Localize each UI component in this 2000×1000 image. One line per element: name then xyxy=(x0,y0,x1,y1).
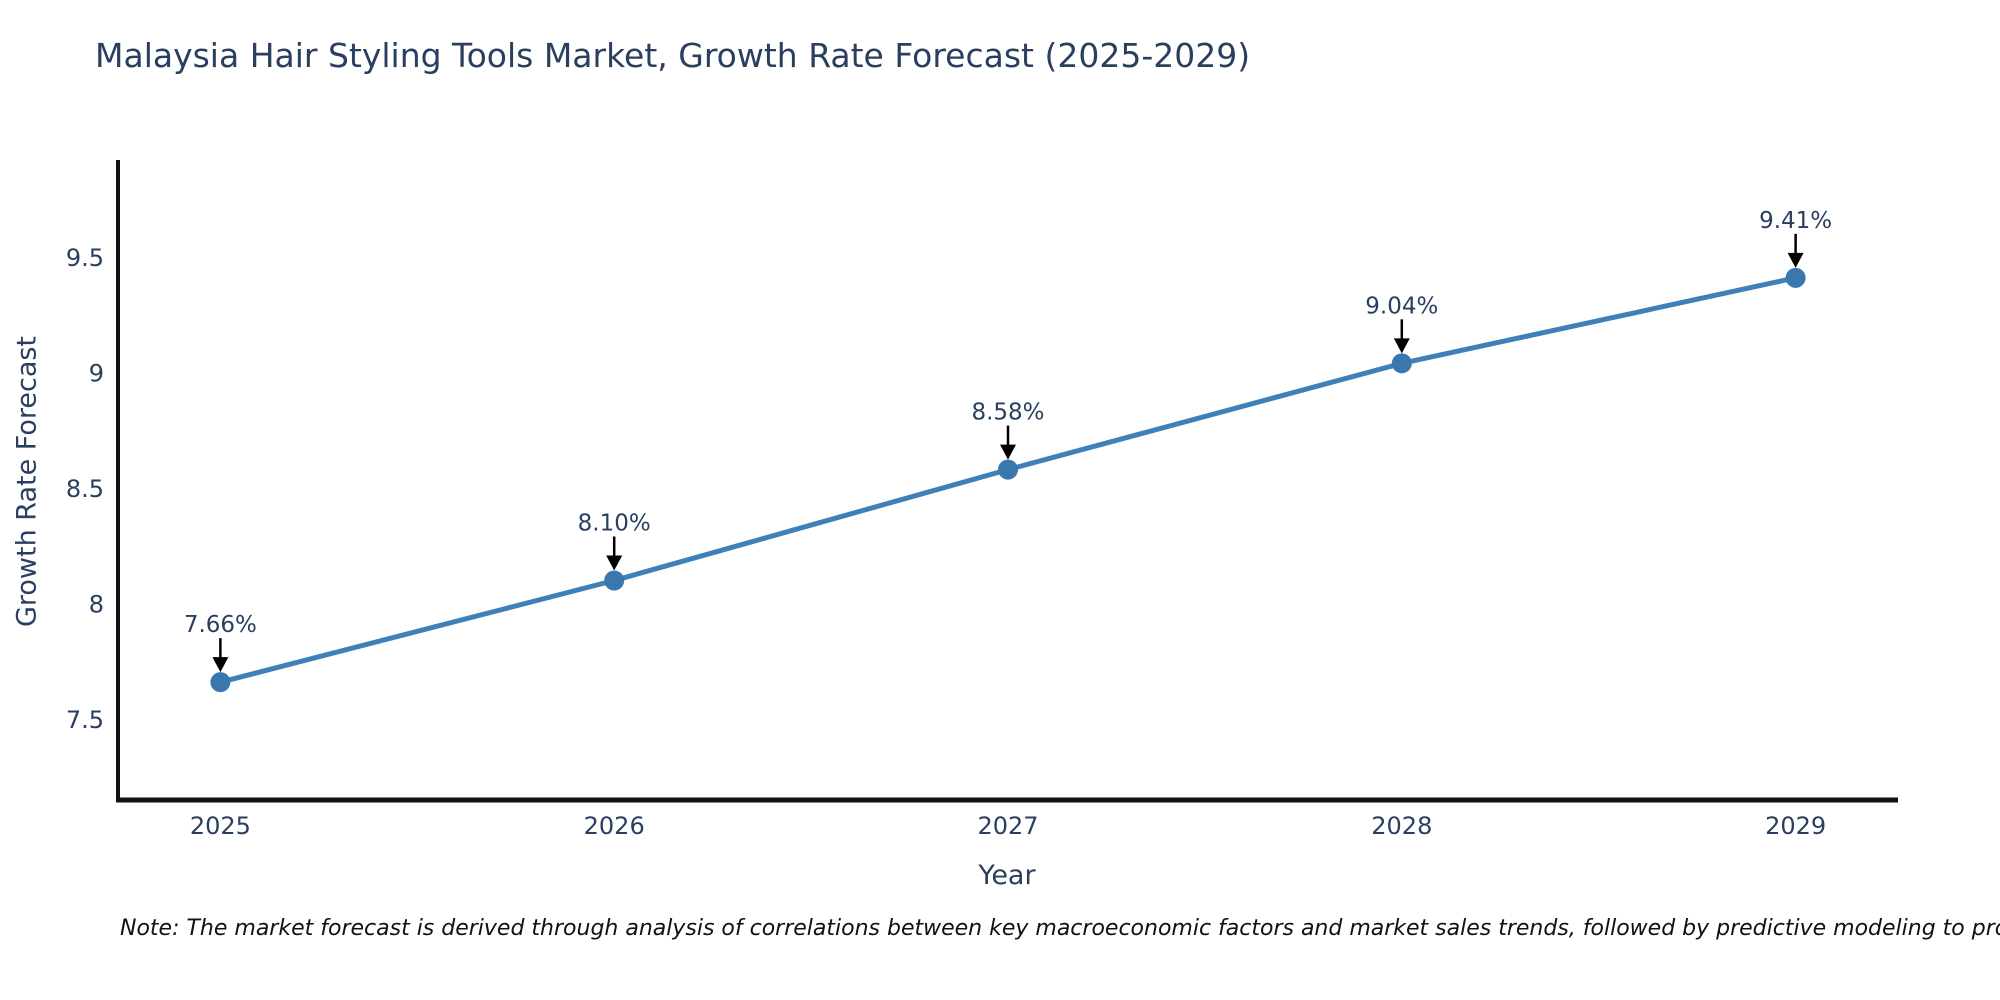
data-point-label: 9.04% xyxy=(1365,293,1438,319)
annotation-arrow-head xyxy=(1000,444,1016,460)
x-tick-label: 2025 xyxy=(190,812,251,840)
y-tick-label: 7.5 xyxy=(66,706,104,734)
footnote: Note: The market forecast is derived thr… xyxy=(120,916,2000,941)
y-tick-label: 8 xyxy=(89,591,104,619)
y-tick-label: 8.5 xyxy=(66,475,104,503)
data-point-label: 7.66% xyxy=(184,612,257,638)
annotation-arrow-head xyxy=(1393,338,1410,354)
data-point-marker xyxy=(1785,267,1806,288)
x-axis-title: Year xyxy=(978,860,1036,891)
data-point-marker xyxy=(1391,353,1412,374)
annotation-arrow-head xyxy=(1787,252,1804,268)
y-axis-title: Growth Rate Forecast xyxy=(11,335,43,628)
chart-title: Malaysia Hair Styling Tools Market, Grow… xyxy=(95,36,1251,75)
annotation-arrow-head xyxy=(606,555,623,571)
y-tick-label: 9.5 xyxy=(66,244,104,272)
data-point-label: 9.41% xyxy=(1759,208,1832,234)
data-point-marker xyxy=(604,570,625,591)
x-tick-label: 2029 xyxy=(1765,812,1826,840)
y-tick-label: 9 xyxy=(89,360,104,388)
x-tick-label: 2027 xyxy=(977,812,1038,840)
data-point-label: 8.10% xyxy=(578,511,651,537)
data-point-marker xyxy=(210,672,231,693)
x-tick-label: 2026 xyxy=(584,812,645,840)
data-line xyxy=(217,275,1799,685)
data-point-label: 8.58% xyxy=(971,400,1044,426)
x-tick-label: 2028 xyxy=(1371,812,1432,840)
data-point-marker xyxy=(998,459,1018,480)
annotation-arrow-head xyxy=(212,657,229,673)
